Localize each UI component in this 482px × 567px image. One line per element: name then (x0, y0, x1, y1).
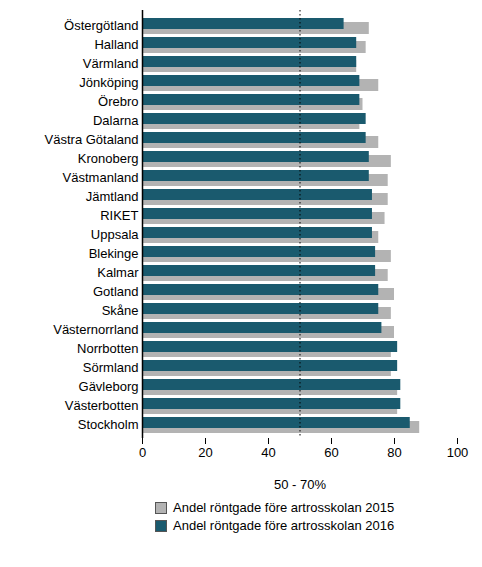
svg-text:60: 60 (324, 445, 338, 460)
svg-text:Gotland: Gotland (93, 284, 139, 299)
svg-text:Uppsala: Uppsala (91, 227, 139, 242)
html-text:Andel röntgade före artrosskol: Andel röntgade före artrosskolan 2016 (173, 518, 395, 533)
svg-text:50 - 70%: 50 - 70% (274, 477, 326, 492)
svg-text:Örebro: Örebro (98, 94, 138, 109)
svg-text:Kalmar: Kalmar (97, 265, 139, 280)
svg-text:Sörmland: Sörmland (83, 360, 139, 375)
svg-text:Dalarna: Dalarna (93, 113, 139, 128)
svg-text:40: 40 (261, 445, 275, 460)
svg-text:Kronoberg: Kronoberg (78, 151, 139, 166)
svg-text:Västmanland: Västmanland (63, 170, 139, 185)
svg-text:Västernorrland: Västernorrland (53, 322, 138, 337)
svg-text:Norrbotten: Norrbotten (77, 341, 138, 356)
svg-text:Stockholm: Stockholm (78, 417, 139, 432)
svg-text:Västra Götaland: Västra Götaland (45, 132, 139, 147)
svg-text:20: 20 (198, 445, 212, 460)
svg-text:RIKET: RIKET (100, 208, 138, 223)
svg-text:Västerbotten: Västerbotten (65, 398, 139, 413)
svg-text:100: 100 (447, 445, 469, 460)
svg-text:Halland: Halland (94, 37, 138, 52)
svg-text:Skåne: Skåne (102, 303, 139, 318)
svg-text:Blekinge: Blekinge (89, 246, 139, 261)
svg-text:Östergötland: Östergötland (64, 18, 138, 33)
svg-text:0: 0 (139, 445, 146, 460)
svg-text:Värmland: Värmland (83, 56, 139, 71)
svg-text:80: 80 (387, 445, 401, 460)
svg-text:Jämtland: Jämtland (86, 189, 139, 204)
html-text:Andel röntgade före artrosskol: Andel röntgade före artrosskolan 2015 (173, 500, 395, 515)
svg-text:Gävleborg: Gävleborg (79, 379, 139, 394)
svg-text:Jönköping: Jönköping (79, 75, 138, 90)
